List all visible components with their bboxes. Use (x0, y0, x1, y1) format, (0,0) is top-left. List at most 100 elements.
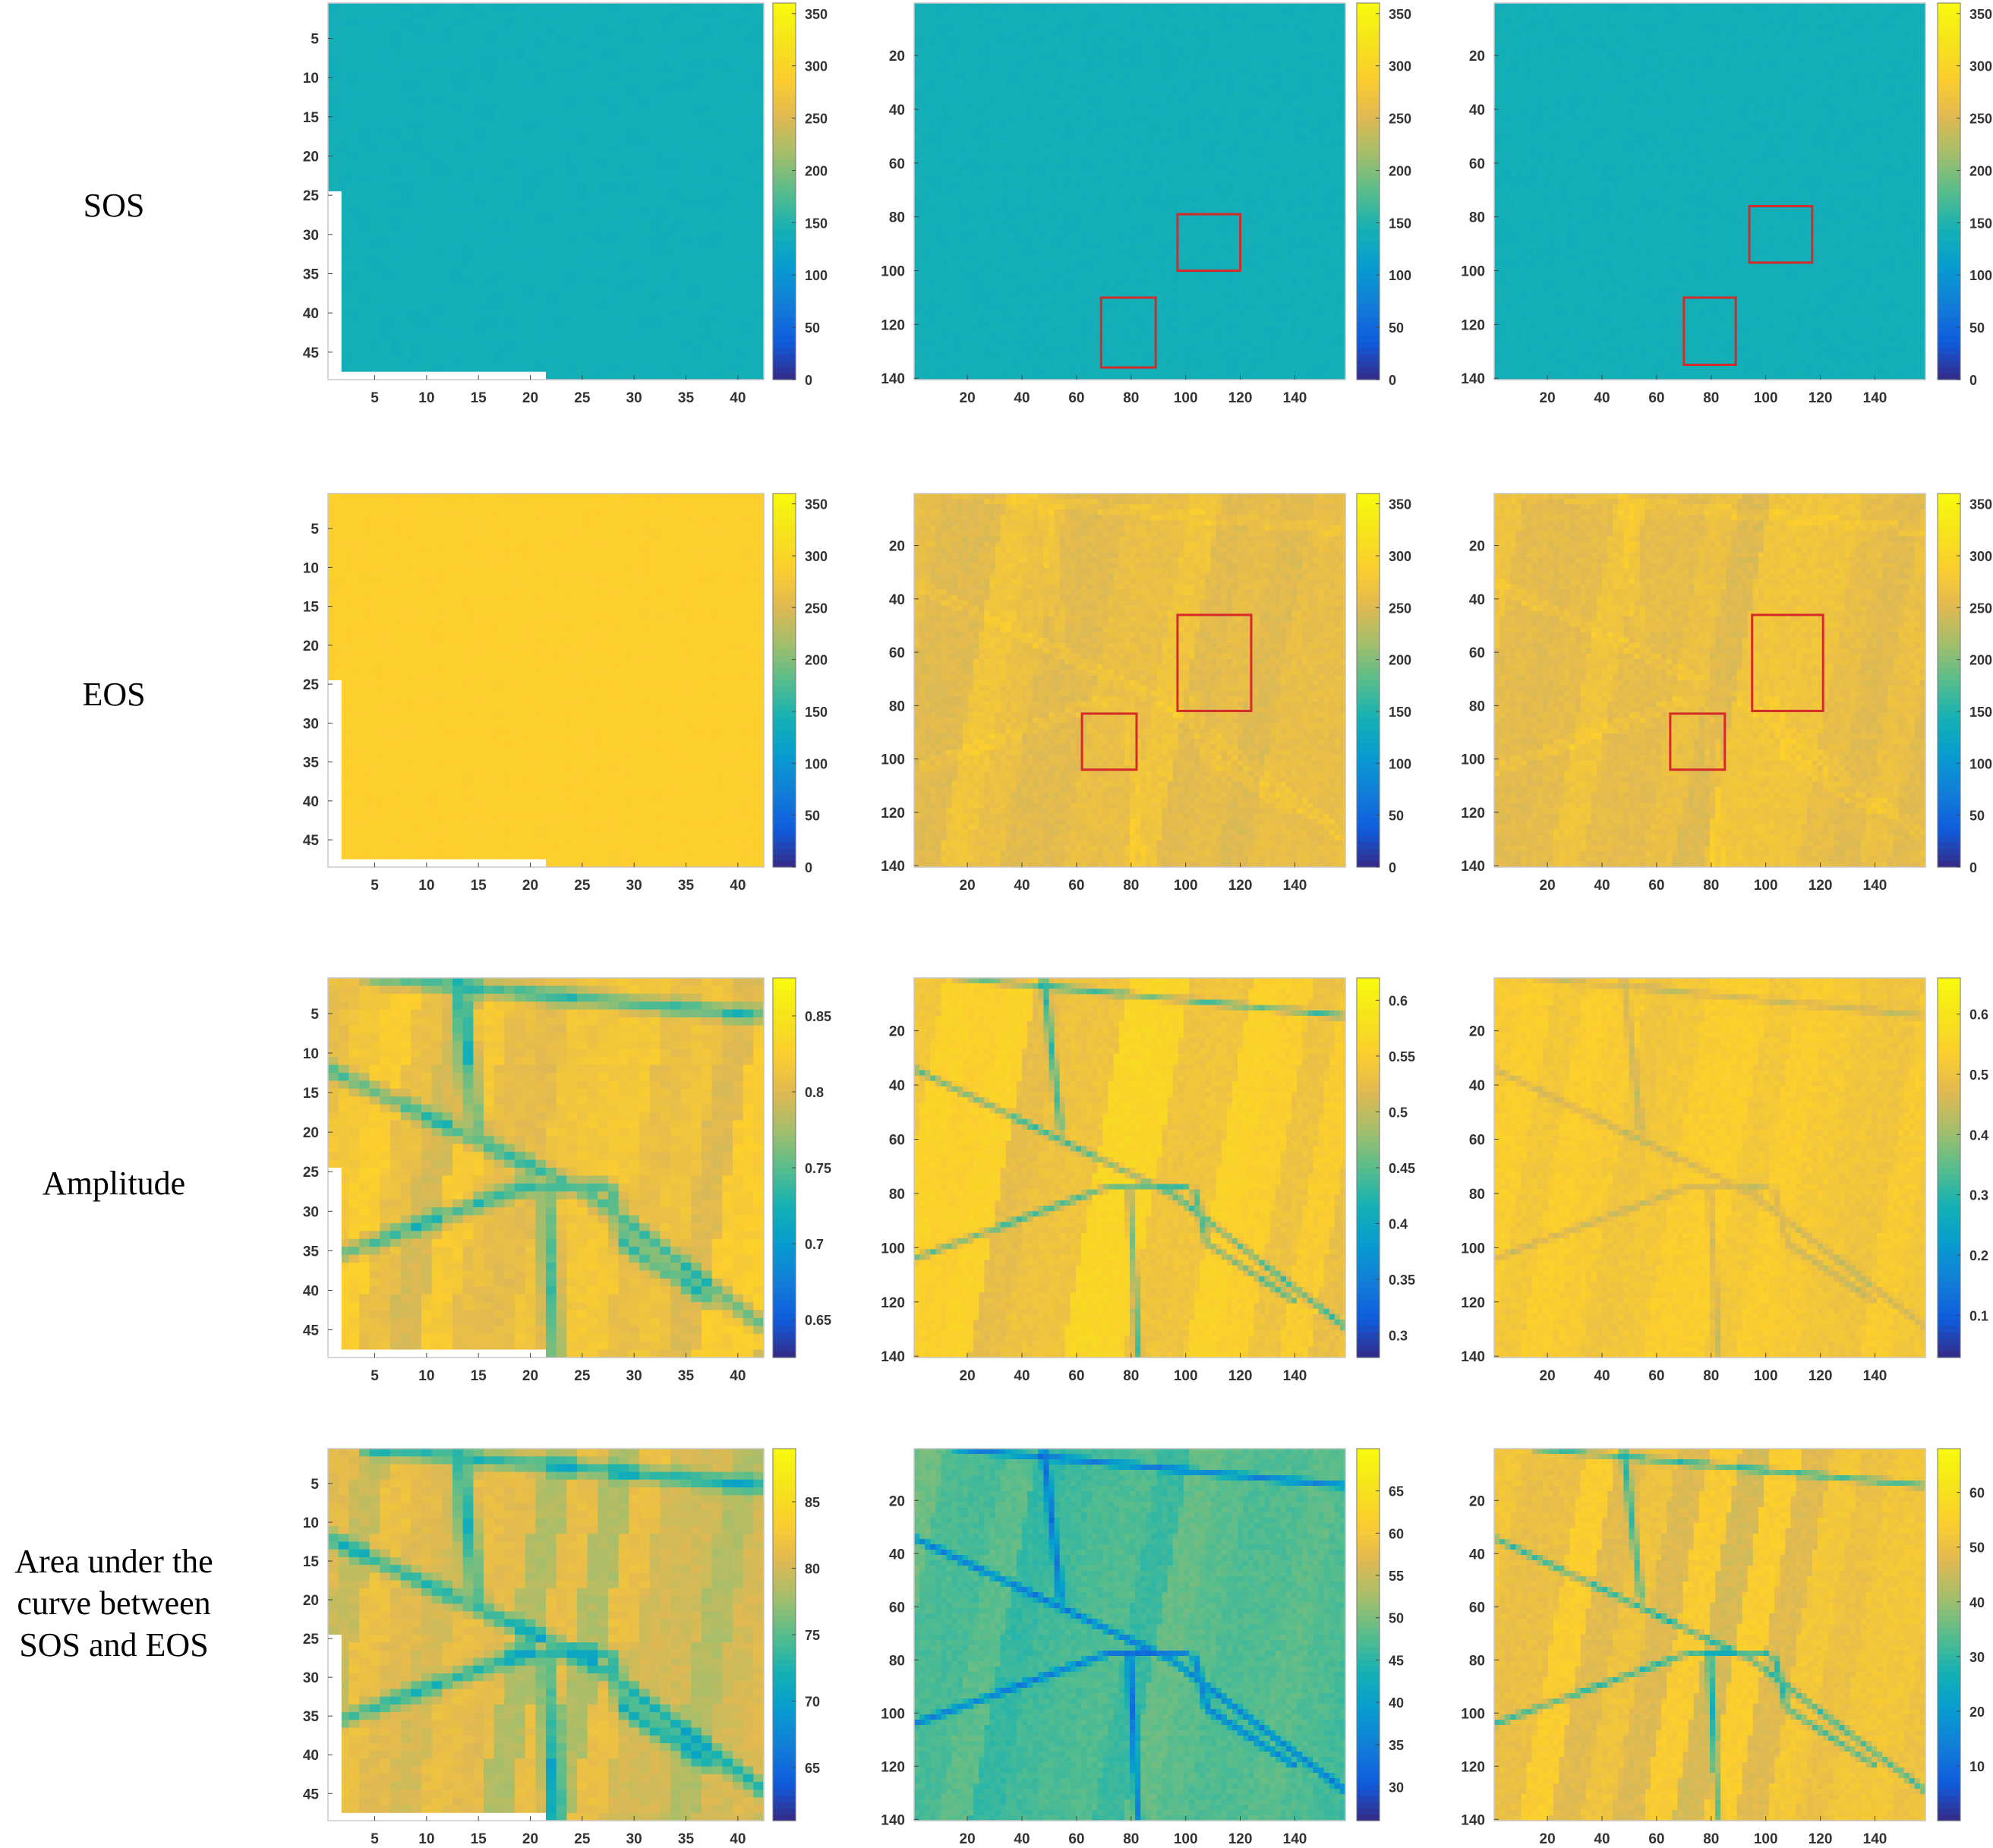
colorbar-segment (1938, 674, 1960, 681)
colorbar-segment (773, 519, 796, 525)
colorbar-segment (773, 204, 796, 211)
y-tick-label: 45 (303, 345, 320, 361)
colorbar-segment (1938, 361, 1960, 367)
colorbar-segment (773, 1029, 796, 1036)
colorbar-segment (1357, 1654, 1380, 1660)
y-tick-label: 140 (881, 1812, 905, 1828)
colorbar-segment (773, 1480, 796, 1487)
colorbar-segment (773, 755, 796, 762)
colorbar-segment (1357, 1238, 1380, 1244)
colorbar-segment (1357, 254, 1380, 261)
colorbar-segment (773, 655, 796, 662)
colorbar-segment (1357, 1035, 1380, 1042)
colorbar-segment (1357, 531, 1380, 538)
y-tick-label: 120 (881, 317, 905, 333)
colorbar-segment (1357, 1193, 1380, 1200)
colorbar-segment (773, 593, 796, 600)
colorbar-segment (1357, 374, 1380, 380)
colorbar-segment (1938, 749, 1960, 755)
colorbar-segment (1938, 593, 1960, 600)
colorbar-segment (1357, 3, 1380, 10)
colorbar-segment (1938, 1703, 1960, 1710)
colorbar-segment (1357, 178, 1380, 185)
colorbar-tick-label: 200 (1969, 653, 1992, 668)
colorbar-segment (1357, 22, 1380, 29)
colorbar-segment (773, 637, 796, 644)
x-tick-label: 35 (678, 1831, 695, 1847)
colorbar-segment (1357, 786, 1380, 793)
y-tick-label: 5 (311, 32, 319, 48)
colorbar-segment (1357, 1486, 1380, 1493)
y-tick-label: 20 (303, 1593, 319, 1609)
y-tick-label: 80 (1469, 210, 1485, 226)
colorbar-segment (1938, 1206, 1960, 1213)
colorbar-segment (1938, 1238, 1960, 1244)
colorbar-segment (1938, 1149, 1960, 1156)
colorbar-segment (1357, 273, 1380, 279)
colorbar-tick-label: 60 (1969, 1486, 1985, 1501)
colorbar-tick-label: 65 (1389, 1484, 1404, 1500)
x-tick-label: 5 (371, 390, 379, 406)
colorbar-segment (1938, 97, 1960, 104)
colorbar-segment (773, 216, 796, 223)
colorbar-segment (773, 680, 796, 687)
colorbar-segment (773, 9, 796, 16)
colorbar-tick-label: 250 (1389, 112, 1411, 127)
colorbar-segment (1938, 1143, 1960, 1149)
colorbar-tick-label: 0.45 (1389, 1161, 1415, 1176)
colorbar-segment (1938, 599, 1960, 606)
colorbar-segment (773, 1548, 796, 1555)
x-tick-label: 25 (574, 1831, 591, 1847)
colorbar-segment (773, 298, 796, 305)
colorbar-segment (773, 1111, 796, 1118)
colorbar-segment (1938, 1660, 1960, 1667)
colorbar-segment (1938, 1691, 1960, 1698)
y-tick-label: 25 (303, 1165, 320, 1181)
colorbar-segment (773, 1225, 796, 1231)
y-tick-label: 30 (303, 1670, 319, 1686)
x-tick-label: 20 (1540, 1368, 1556, 1384)
colorbar-segment (1357, 1010, 1380, 1017)
colorbar-segment (773, 1771, 796, 1778)
colorbar-segment (1357, 53, 1380, 60)
colorbar-segment (773, 1666, 796, 1673)
colorbar-segment (773, 1098, 796, 1105)
colorbar-segment (1357, 1187, 1380, 1194)
colorbar-segment (1938, 1225, 1960, 1231)
colorbar-segment (1357, 216, 1380, 223)
colorbar-segment (773, 630, 796, 637)
colorbar-tick-label: 150 (1969, 216, 1992, 231)
colorbar-segment (773, 1035, 796, 1042)
x-tick-label: 35 (678, 390, 695, 406)
colorbar-segment (773, 1149, 796, 1156)
colorbar-segment (1357, 1796, 1380, 1802)
colorbar-segment (773, 1740, 796, 1747)
colorbar-segment (1357, 1566, 1380, 1573)
x-tick-label: 140 (1863, 1831, 1887, 1847)
colorbar-segment (1938, 185, 1960, 192)
colorbar-segment (1357, 1269, 1380, 1276)
colorbar-segment (1938, 1244, 1960, 1250)
colorbar-segment (773, 1734, 796, 1741)
colorbar-segment (773, 1010, 796, 1017)
colorbar-segment (1938, 216, 1960, 223)
colorbar-tick-label: 100 (805, 268, 828, 283)
colorbar-segment (1357, 556, 1380, 563)
colorbar-segment (1357, 1301, 1380, 1307)
colorbar-tick-label: 50 (805, 320, 820, 336)
colorbar-segment (773, 1282, 796, 1288)
colorbar-segment (773, 1672, 796, 1679)
colorbar-segment (1357, 692, 1380, 699)
x-tick-label: 20 (960, 878, 976, 894)
y-tick-label: 5 (311, 1477, 319, 1493)
colorbar-segment (1357, 1809, 1380, 1815)
colorbar-segment (1938, 1771, 1960, 1778)
colorbar-segment (773, 1629, 796, 1635)
colorbar-tick-label: 0.5 (1389, 1105, 1408, 1120)
y-tick-label: 40 (889, 102, 905, 118)
colorbar-segment (773, 1468, 796, 1474)
y-tick-label: 20 (889, 1024, 905, 1040)
colorbar-segment (1938, 1554, 1960, 1561)
colorbar-segment (1357, 336, 1380, 342)
colorbar-segment (1938, 984, 1960, 991)
